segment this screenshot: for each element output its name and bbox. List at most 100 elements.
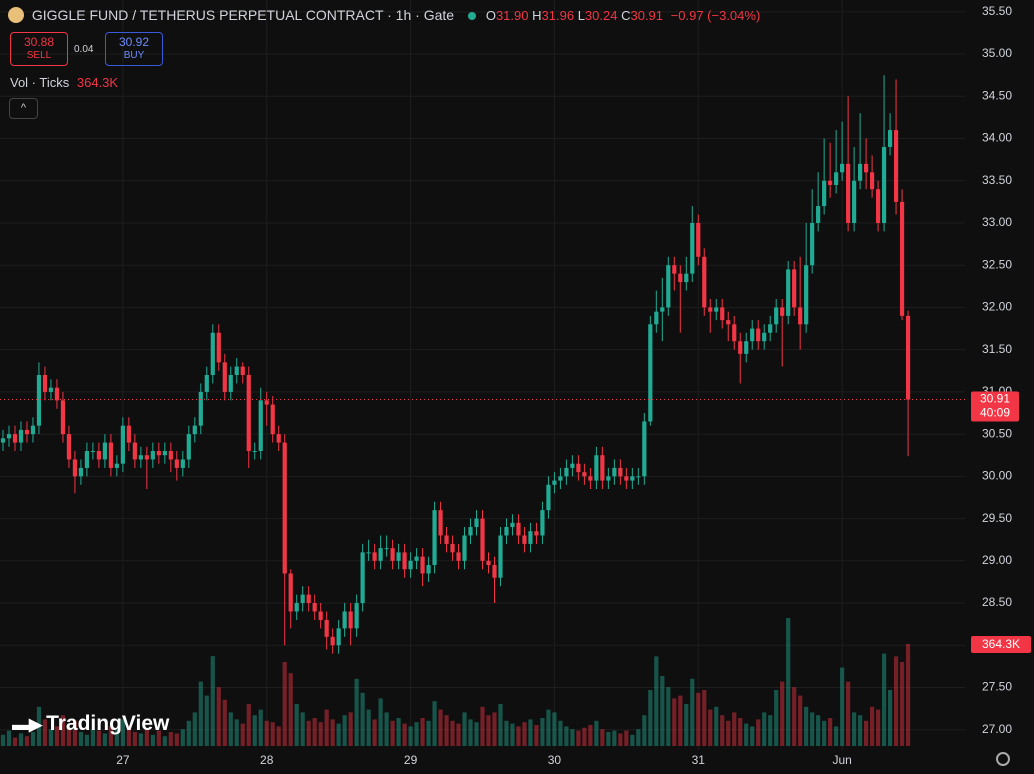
candle-body — [492, 565, 497, 578]
candle-body — [162, 451, 167, 456]
candle-body — [522, 535, 527, 544]
price-tag-value: 30.91 — [980, 392, 1010, 406]
candle-body — [126, 425, 131, 443]
candle-body — [312, 603, 317, 612]
volume-bar — [276, 726, 281, 746]
volume-bar — [905, 643, 911, 746]
candle-body — [858, 163, 863, 181]
candle-body — [228, 375, 233, 392]
candle-body — [720, 307, 725, 321]
candle-body — [893, 130, 899, 202]
volume-bar — [552, 712, 557, 746]
volume-bar — [24, 736, 30, 746]
volume-bar — [264, 720, 269, 746]
candle-body — [438, 510, 443, 536]
candle-body — [672, 265, 677, 274]
volume-bar — [875, 709, 881, 746]
volume-bar — [390, 720, 395, 746]
volume-bar — [180, 729, 185, 746]
candle-body — [714, 307, 719, 312]
candle-body — [360, 552, 365, 604]
candle-body — [444, 535, 449, 544]
volume-bar — [240, 723, 245, 746]
volume-bar — [696, 692, 701, 746]
volume-bar — [786, 618, 791, 746]
volume-bar — [780, 681, 785, 746]
volume-bar — [30, 731, 36, 746]
volume-bar — [480, 706, 485, 746]
symbol-title[interactable]: GIGGLE FUND / TETHERUS PERPETUAL CONTRAC… — [31, 7, 455, 23]
spread: 0.04 — [74, 44, 94, 55]
candle-body — [774, 307, 779, 325]
settings-button[interactable] — [996, 752, 1010, 766]
sell-price: 30.88 — [23, 35, 55, 49]
volume-bar — [90, 729, 96, 746]
candle-body — [12, 434, 18, 443]
volume-bar — [540, 717, 545, 746]
y-tick-label: 31.50 — [982, 342, 1012, 356]
volume-bar — [840, 667, 845, 746]
volume-bar — [204, 695, 209, 746]
candle-body — [240, 366, 245, 375]
candle-body — [846, 163, 851, 223]
volume-bar — [66, 727, 72, 746]
volume-bar — [636, 729, 641, 746]
candle-body — [540, 510, 545, 536]
y-tick-label: 32.00 — [982, 300, 1012, 314]
candle-body — [366, 552, 371, 554]
sell-button[interactable]: 30.88 SELL — [10, 32, 68, 66]
volume-bar — [714, 706, 719, 746]
candle-body — [54, 387, 60, 401]
volume-bar — [216, 687, 221, 746]
candle-body — [630, 476, 635, 481]
volume-bar — [504, 720, 509, 746]
volume-bar — [162, 736, 167, 746]
volume-bar — [594, 720, 599, 746]
volume-bar — [468, 719, 473, 746]
volume-bar — [78, 731, 84, 746]
candle-body — [336, 628, 341, 646]
candle-body — [6, 434, 12, 439]
candle-body — [708, 307, 713, 312]
collapse-button[interactable]: ^ — [9, 98, 38, 119]
volume-bar — [708, 709, 713, 746]
candle-body — [684, 273, 689, 283]
o-value: 31.90 — [495, 8, 529, 23]
volume-bar — [672, 698, 677, 746]
volume-bar — [750, 726, 755, 746]
candle-body — [102, 442, 107, 460]
change: −0.97 (−3.04%) — [670, 8, 761, 23]
volume-bar — [474, 722, 479, 746]
buy-button[interactable]: 30.92 BUY — [105, 32, 163, 66]
candle-body — [288, 573, 293, 612]
volume-bar — [198, 681, 203, 746]
volume-bar — [318, 722, 323, 746]
volume-bar — [6, 730, 12, 746]
l-value: 30.24 — [584, 8, 618, 23]
candle-body — [66, 434, 72, 460]
sell-label: SELL — [26, 50, 52, 61]
volume-bar — [48, 729, 54, 746]
candle-body — [60, 400, 66, 435]
volume-bar — [420, 717, 425, 746]
volume-bar — [792, 687, 797, 746]
candle-body — [875, 189, 881, 223]
volume-bar — [660, 675, 665, 746]
volume-bar — [822, 720, 827, 746]
y-tick-label: 35.00 — [982, 46, 1012, 60]
candle-body — [246, 375, 251, 452]
status-dot — [467, 12, 476, 20]
volume-bar — [72, 720, 78, 746]
candle-body — [294, 603, 299, 612]
volume-bar — [234, 719, 239, 746]
volume-title: Vol · Ticks — [10, 75, 70, 90]
y-tick-label: 35.50 — [982, 4, 1012, 18]
y-tick-label: 33.50 — [982, 173, 1012, 187]
volume-bar — [12, 737, 18, 746]
candle-body — [750, 328, 755, 342]
candle-body — [552, 480, 557, 485]
volume-bar — [18, 733, 24, 746]
volume-bar — [324, 709, 329, 746]
volume-bar — [762, 712, 767, 746]
